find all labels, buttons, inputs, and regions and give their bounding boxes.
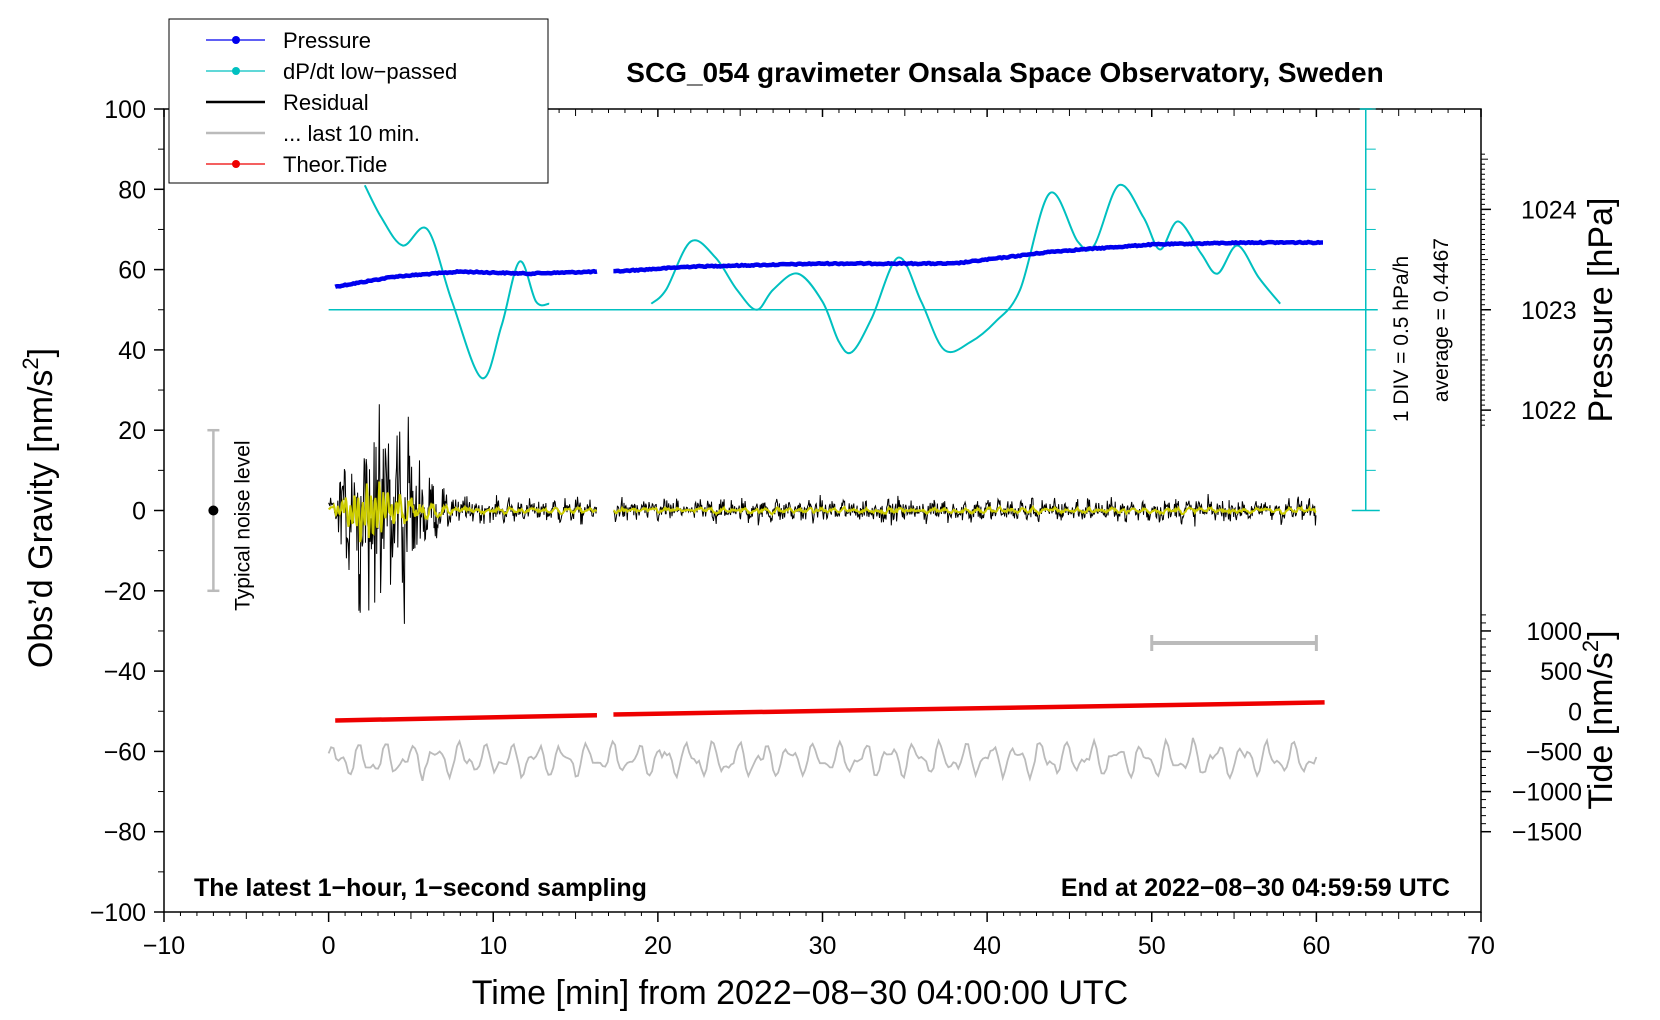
tide-tick-label: −1000 (1512, 779, 1582, 807)
y-axis-title-tide: Tide [nm/s2] (1578, 630, 1620, 809)
y-axis-title-gravity: Obs’d Gravity [nm/s2] (18, 348, 60, 668)
legend-label: dP/dt low−passed (283, 59, 457, 84)
pressure-tick-label: 1022 (1521, 397, 1577, 425)
y-tick-label: −20 (104, 578, 146, 606)
tide-tick-label: 0 (1568, 698, 1582, 726)
legend-swatch-marker (232, 67, 240, 75)
x-tick-label: 30 (809, 932, 837, 960)
dpdt-curve-part1 (363, 184, 550, 380)
x-tick-label: 10 (479, 932, 507, 960)
y-tick-label: 20 (118, 417, 146, 445)
x-tick-label: 70 (1467, 932, 1495, 960)
y-axis-title-tide-close: ] (1582, 630, 1620, 639)
legend-entry: Residual (206, 90, 369, 115)
y-tick-label: −100 (90, 899, 146, 927)
tide-tick-label: 500 (1540, 658, 1582, 686)
legend-label: ... last 10 min. (283, 121, 420, 146)
x-tick-label: 0 (322, 932, 336, 960)
x-tick-label: 40 (973, 932, 1001, 960)
x-axis-title: Time [min] from 2022−08−30 04:00:00 UTC (472, 974, 1128, 1012)
sampling-note: The latest 1−hour, 1−second sampling (194, 874, 647, 902)
legend: Pressure dP/dt low−passed Residual ... last… (168, 18, 549, 184)
legend-label: Theor.Tide (283, 152, 387, 177)
tide-tick-label: 1000 (1526, 618, 1582, 646)
x-tick-label: 50 (1138, 932, 1166, 960)
legend-swatch-marker (232, 36, 240, 44)
x-tick-label: 20 (644, 932, 672, 960)
axis-ticks: −10 0 10 20 30 40 50 60 70100806040200−20−40−60−… (90, 96, 1582, 960)
x-tick-label: 60 (1302, 932, 1330, 960)
tide-line-part2 (613, 700, 1325, 717)
residual-smoothed-part2 (613, 504, 1317, 517)
y-tick-label: 80 (118, 176, 146, 204)
y-axis-title-gravity-sup: 2 (18, 357, 43, 369)
chart-title: SCG_054 gravimeter Onsala Space Observat… (626, 57, 1383, 88)
dpdt-curve-part2 (650, 183, 1281, 355)
y-axis-title-tide-sup: 2 (1578, 640, 1603, 652)
annotations-layer: 1 DIV = 0.5 hPa/h average = 0.4467 Typical… (207, 108, 1453, 651)
legend-swatch-marker (232, 160, 240, 168)
legend-entry: dP/dt low−passed (206, 59, 457, 84)
residual-smoothed-part1 (328, 481, 598, 543)
x-tick-label: −10 (143, 932, 185, 960)
y-tick-label: −60 (104, 738, 146, 766)
pressure-line-part2 (612, 239, 1324, 274)
y-axis-title-tide-text: Tide [nm/s (1582, 652, 1620, 809)
tide-line-part1 (335, 713, 598, 723)
y-axis-title-gravity-close: ] (22, 348, 60, 357)
legend-entry: ... last 10 min. (206, 121, 420, 146)
series-layer (327, 183, 1378, 782)
legend-entry: Pressure (206, 28, 371, 53)
y-tick-label: −80 (104, 819, 146, 847)
y-tick-label: 100 (104, 96, 146, 124)
last10-line (327, 737, 1318, 782)
noise-bar-center-dot (208, 505, 219, 516)
residual-line-part2 (613, 493, 1317, 527)
legend-label: Residual (283, 90, 369, 115)
y-tick-label: 60 (118, 257, 146, 285)
y-axis-title-pressure: Pressure [hPa] (1582, 198, 1620, 423)
y-axis-title-gravity-text: Obs’d Gravity [nm/s (22, 370, 60, 669)
pressure-tick-label: 1024 (1521, 196, 1577, 224)
pressure-tick-label: 1023 (1521, 297, 1577, 325)
div-scale-label: 1 DIV = 0.5 hPa/h (1390, 256, 1413, 422)
legend-entry: Theor.Tide (206, 152, 387, 177)
tide-tick-label: −1500 (1512, 819, 1582, 847)
noise-level-label: Typical noise level (231, 440, 254, 610)
tide-tick-label: −500 (1526, 738, 1582, 766)
y-tick-label: 40 (118, 337, 146, 365)
y-tick-label: 0 (132, 498, 146, 526)
legend-label: Pressure (283, 28, 371, 53)
average-label: average = 0.4467 (1430, 238, 1453, 402)
y-tick-label: −40 (104, 658, 146, 686)
pressure-line-part1 (334, 268, 598, 289)
end-time-note: End at 2022−08−30 04:59:59 UTC (1061, 874, 1450, 902)
